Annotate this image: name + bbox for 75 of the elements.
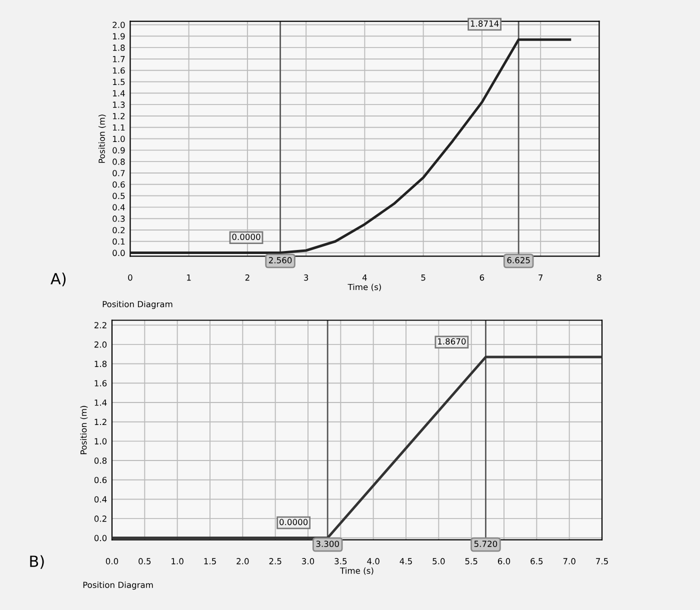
y-tick-label: 1.0 <box>94 438 107 444</box>
y-tick-label: 0.0 <box>112 250 125 256</box>
y-tick-label: 2.0 <box>112 22 125 28</box>
y-tick-label: 2.2 <box>94 322 106 328</box>
x-tick-label: 2.0 <box>236 558 249 564</box>
annotation: 1.8670 <box>438 338 466 345</box>
x-tick-label: 7 <box>538 274 543 281</box>
x-tick-label: 1.5 <box>204 558 216 564</box>
y-tick-label: 0.2 <box>112 226 125 234</box>
y-tick-label: 0.4 <box>112 204 125 210</box>
x-tick-label: 2 <box>245 274 250 281</box>
x-tick-label: 0.0 <box>106 558 118 564</box>
y-tick-label: 0.2 <box>94 516 106 522</box>
y-tick-label: 1.2 <box>113 112 125 120</box>
annotation: 0.0000 <box>280 518 308 526</box>
y-tick-label: 1.8 <box>94 360 107 368</box>
y-tick-label: 1.4 <box>113 90 125 96</box>
annotation: 1.8714 <box>470 20 499 27</box>
x-tick-label: 0.5 <box>138 558 151 564</box>
text: Position Diagram <box>102 300 172 309</box>
text: B) <box>30 555 44 569</box>
y-tick-label: 1.9 <box>113 33 125 40</box>
x-tick-label: 0 <box>128 274 132 281</box>
y-tick-label: 0.1 <box>112 238 125 245</box>
y-tick-label: 0.7 <box>112 170 125 176</box>
x-tick-label: 6 <box>480 274 484 281</box>
y-tick-label: 0.9 <box>112 147 125 154</box>
annotation: 0.0000 <box>232 234 260 240</box>
x-tick-label: 8 <box>597 274 602 281</box>
y-tick-label: 0.3 <box>112 216 125 222</box>
y-tick-label: 0.8 <box>112 158 125 165</box>
y-tick-label: 1.6 <box>94 380 107 386</box>
y-tick-label: 0.4 <box>94 496 107 503</box>
x-tick-label: 7.5 <box>596 558 608 564</box>
x-tick-label: 3.5 <box>334 558 347 564</box>
y-tick-label: 0.5 <box>112 192 125 200</box>
x-tick-label: 1.0 <box>172 558 184 564</box>
x-tick-label: 3.0 <box>302 558 314 564</box>
y-tick-label: 1.8 <box>113 44 125 51</box>
text: Position Diagram <box>83 582 153 590</box>
y-tick-label: 1.1 <box>113 124 125 131</box>
x-axis-title: Time (s) <box>348 284 381 292</box>
x-tick-label: 5.5 <box>465 558 478 564</box>
ref-line-label: 5.720 <box>474 540 498 547</box>
x-axis-title: Time (s) <box>340 567 374 575</box>
x-tick-label: 4.0 <box>367 558 380 564</box>
y-axis-title: Position (m) <box>98 114 106 163</box>
x-tick-label: 4 <box>362 274 367 281</box>
x-tick-label: 6.0 <box>498 558 510 564</box>
y-tick-label: 2.0 <box>94 341 107 348</box>
y-tick-label: 0.6 <box>94 476 107 484</box>
y-tick-label: 1.6 <box>113 67 125 74</box>
x-tick-label: 5 <box>421 274 426 281</box>
y-tick-label: 0.8 <box>94 458 107 464</box>
x-tick-label: 3 <box>304 274 308 281</box>
ref-line-label: 6.625 <box>507 257 530 264</box>
y-tick-label: 0.6 <box>112 181 125 188</box>
y-tick-label: 1.7 <box>113 56 125 62</box>
y-tick-label: 1.3 <box>113 102 125 108</box>
x-tick-label: 5.0 <box>432 558 445 564</box>
x-tick-label: 6.5 <box>530 558 543 564</box>
ref-line-label: 2.560 <box>268 257 292 264</box>
y-tick-label: 1.2 <box>94 418 106 425</box>
x-tick-label: 1 <box>187 274 191 281</box>
y-tick-label: 1.0 <box>113 136 125 142</box>
text: A) <box>50 272 66 286</box>
ref-line-label: 3.300 <box>316 540 339 547</box>
y-axis-title: Position (m) <box>80 406 88 454</box>
y-tick-label: 1.5 <box>113 78 125 86</box>
y-tick-label: 1.4 <box>94 400 107 406</box>
line-series <box>130 38 572 254</box>
x-tick-label: 4.5 <box>400 558 412 564</box>
x-tick-label: 7.0 <box>563 558 576 564</box>
y-tick-label: 0.0 <box>94 534 107 542</box>
x-tick-label: 2.5 <box>269 558 282 564</box>
